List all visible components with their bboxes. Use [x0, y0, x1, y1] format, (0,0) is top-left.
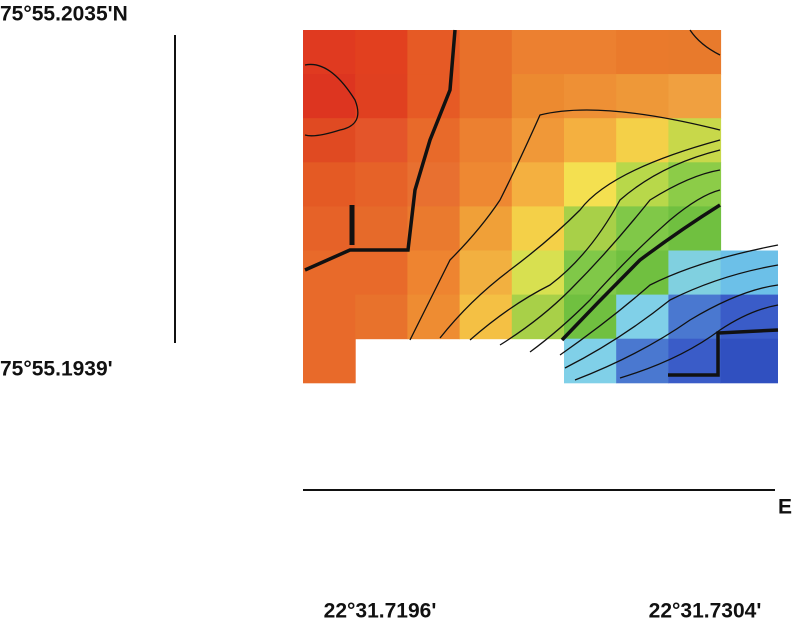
- contour-lines: [304, 29, 779, 381]
- grid-cell: [303, 250, 356, 296]
- grid-cell: [303, 30, 356, 75]
- grid-cell: [303, 162, 356, 207]
- grid-cell: [355, 206, 408, 251]
- grid-cell: [407, 294, 461, 340]
- grid-cell: [459, 162, 513, 207]
- grid-cell: [511, 118, 565, 163]
- grid-cell: [564, 118, 617, 163]
- grid-cell: [511, 206, 565, 251]
- grid-cell: [459, 294, 513, 340]
- grid-cell: [355, 118, 408, 163]
- grid-cell: [303, 118, 356, 163]
- grid-cell: [407, 118, 461, 163]
- grid-cell: [355, 30, 408, 75]
- grid-cell: [668, 118, 722, 163]
- grid-cell: [459, 30, 513, 75]
- grid-cell: [564, 74, 617, 119]
- grid-cell: [459, 74, 513, 119]
- grid-cell: [459, 250, 513, 296]
- grid-cell: [511, 250, 565, 296]
- grid-cell: [355, 294, 408, 340]
- grid-cell: [564, 30, 617, 75]
- grid-cell: [564, 338, 617, 384]
- latitude-label: 75°55.1939': [0, 358, 113, 381]
- grid-cell: [668, 30, 722, 75]
- grid-cell: [616, 162, 669, 207]
- grid-cell: [511, 162, 565, 207]
- grid-cell: [303, 338, 356, 384]
- grid-cell: [616, 30, 669, 75]
- grid-cell: [303, 294, 356, 340]
- grid-cell: [459, 206, 513, 251]
- east-label: E: [778, 496, 792, 519]
- grid-cell: [720, 250, 778, 296]
- grid-cell: [407, 206, 461, 251]
- grid-cell: [720, 338, 778, 384]
- grid-cell: [303, 206, 356, 251]
- grid-cell: [511, 30, 565, 75]
- latitude-label: 75°55.2035'N: [0, 3, 128, 26]
- grid-cell: [616, 74, 669, 119]
- grid-cell: [303, 74, 356, 119]
- grid-cell: [511, 74, 565, 119]
- grid-cell: [616, 294, 669, 340]
- grid-cell: [668, 206, 722, 251]
- contour-grid: [303, 30, 778, 384]
- grid-cell: [355, 250, 408, 296]
- grid-cell: [355, 74, 408, 119]
- grid-cell: [564, 206, 617, 251]
- grid-cell: [459, 118, 513, 163]
- grid-cell: [355, 162, 408, 207]
- grid-cell: [668, 74, 722, 119]
- longitude-label: 22°31.7304': [649, 600, 762, 623]
- longitude-label: 22°31.7196': [324, 600, 437, 623]
- grid-cell: [616, 118, 669, 163]
